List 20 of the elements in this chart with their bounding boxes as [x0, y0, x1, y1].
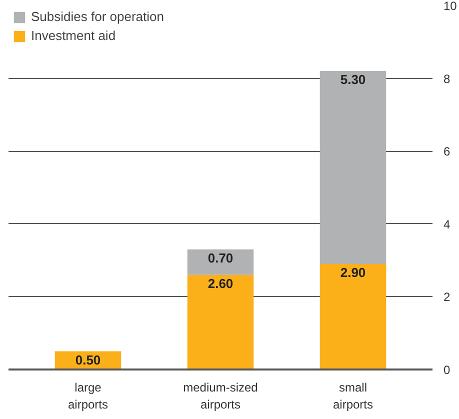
y-tick-label: 8 [444, 72, 450, 86]
data-label: 0.50 [75, 352, 101, 368]
y-tick-label: 10 [444, 0, 458, 13]
y-tick-label: 6 [444, 144, 450, 159]
data-label: 0.70 [208, 250, 234, 266]
x-tick-label: small airports [332, 380, 374, 412]
bar [187, 274, 254, 370]
x-tick-label: medium-sized airports [183, 380, 258, 412]
data-label: 5.30 [340, 72, 366, 88]
y-tick-label: 2 [444, 290, 450, 304]
x-tick-label: large airports [68, 380, 108, 412]
bar [187, 249, 254, 275]
bar [320, 71, 386, 264]
legend-label: Investment aid [31, 28, 116, 43]
bar [320, 264, 386, 370]
y-tick-label: 4 [444, 217, 450, 232]
data-label: 2.90 [340, 264, 366, 280]
legend-label: Subsidies for operation [31, 9, 164, 24]
data-label: 2.60 [208, 276, 234, 291]
y-tick-label: 0 [444, 363, 450, 377]
